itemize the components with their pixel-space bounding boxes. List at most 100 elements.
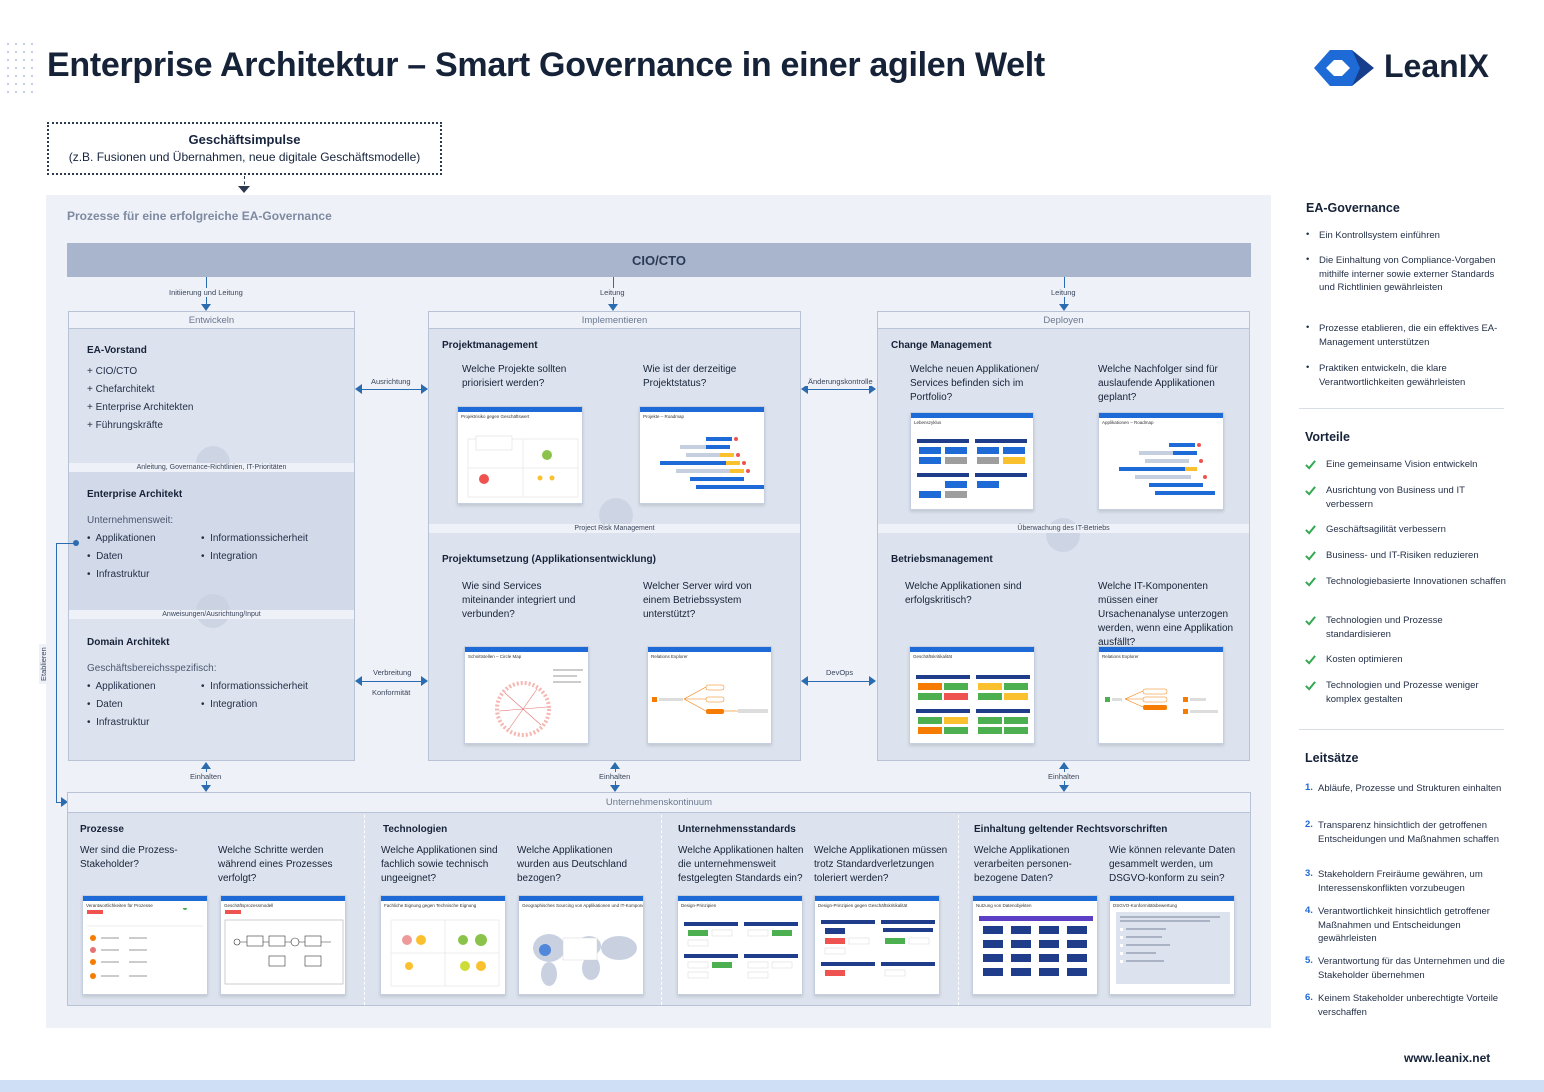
question: Welche Schritte werden während eines Pro… xyxy=(218,845,333,884)
list-item: • Informationssicherheit xyxy=(201,533,308,544)
separator-label: Project Risk Management xyxy=(429,524,800,533)
column-head: Unternehmenskontinuum xyxy=(68,793,1250,813)
lead-label: Leitung xyxy=(597,288,628,297)
website-link[interactable]: www.leanix.net xyxy=(1404,1051,1491,1065)
screenshot-relations-explorer[interactable]: Relations Explorer xyxy=(1098,646,1224,744)
screenshot-design-principles[interactable]: Design-Prinzipien xyxy=(677,895,803,995)
question: Welche Nachfolger sind für auslaufende A… xyxy=(1098,364,1218,403)
screenshot-app-roadmap[interactable]: Applikationen – Roadmap xyxy=(1098,412,1224,510)
connector xyxy=(56,543,76,544)
connector xyxy=(357,389,427,390)
da-right-list: • Informationssicherheit • Integration xyxy=(201,678,308,714)
screenshot-process-responsibilities[interactable]: Verantwortlichkeiten für Prozesse xyxy=(82,895,208,995)
screenshot-relations-explorer[interactable]: Relations Explorer xyxy=(647,646,772,744)
checkmark-icon xyxy=(1305,681,1316,691)
question: Wie sind Services miteinander integriert… xyxy=(462,581,576,620)
bpmn-thumbnail xyxy=(224,910,344,985)
roadmap-thumbnail xyxy=(1119,443,1215,495)
circle-map-thumbnail xyxy=(495,669,583,737)
connector-label: Änderungskontrolle xyxy=(805,377,876,386)
screenshot-circle-map[interactable]: Schnittstellen – Circle Map xyxy=(464,646,589,744)
responsibilities-thumbnail xyxy=(87,908,203,979)
list-item: • Integration xyxy=(201,699,258,710)
arrow-down-icon xyxy=(608,304,618,311)
gdpr-form-thumbnail xyxy=(1116,912,1230,984)
impulse-connector xyxy=(244,176,245,190)
screenshot-data-objects[interactable]: Nutzung von Datenobjekten xyxy=(972,895,1098,995)
list-number: 2. xyxy=(1305,819,1313,830)
checkmark-icon xyxy=(1305,616,1316,626)
arrow-down-icon xyxy=(610,785,620,792)
sidebar-item: Abläufe, Prozesse und Strukturen einhalt… xyxy=(1318,783,1502,794)
screenshot-process-model[interactable]: Geschäftsprozessmodell xyxy=(220,895,346,995)
sidebar-item: Technologiebasierte Innovationen schaffe… xyxy=(1326,576,1506,587)
divider xyxy=(661,815,662,1005)
question: Wer sind die Prozess-Stakeholder? xyxy=(80,845,178,870)
screenshot-project-risk[interactable]: Projektrisiko gegen Geschäftswert xyxy=(457,406,583,504)
connector-label: Einhalten xyxy=(187,772,225,781)
connector xyxy=(56,802,64,803)
enterprise-continuum: Unternehmenskontinuum Prozesse Wer sind … xyxy=(67,792,1251,1006)
screenshot-principles-criticality[interactable]: Design-Prinzipien gegen Geschäftskritika… xyxy=(814,895,940,995)
arrow-right-icon xyxy=(421,676,428,686)
sidebar-item: Praktiken entwickeln, die klare Verantwo… xyxy=(1319,363,1466,388)
sidebar-heading: EA-Governance xyxy=(1306,201,1400,215)
arrow-down-icon xyxy=(201,785,211,792)
screenshot-gdpr-assessment[interactable]: DSGVO-Konformitätsbewertung xyxy=(1109,895,1235,995)
principles-criticality-thumbnail xyxy=(821,920,935,977)
divider xyxy=(1299,729,1504,730)
arrow-right-icon xyxy=(869,384,876,394)
arrow-right-icon xyxy=(869,676,876,686)
column-implementieren: Implementieren Projektmanagement Welche … xyxy=(428,311,801,761)
sidebar-item: Stakeholdern Freiräume gewähren, um Inte… xyxy=(1318,869,1483,894)
screenshot-project-roadmap[interactable]: Projekte – Roadmap xyxy=(639,406,765,504)
list-item: • Integration xyxy=(201,551,258,562)
screenshot-title: Relations Explorer xyxy=(1102,654,1139,659)
separator-label: Anweisungen/Ausrichtung/Input xyxy=(69,610,354,619)
column-head: Implementieren xyxy=(429,312,800,329)
bullet-icon: • xyxy=(1306,362,1310,373)
screenshot-title: Design-Prinzipien xyxy=(681,903,717,908)
checkmark-icon xyxy=(1305,655,1316,665)
screenshot-title: Lebenszyklus xyxy=(914,420,942,425)
sidebar-item: Prozesse etablieren, die ein effektives … xyxy=(1319,323,1498,348)
question: Welche Applikationen halten die unterneh… xyxy=(678,845,804,884)
data-objects-thumbnail xyxy=(979,916,1093,976)
column-head: Entwickeln xyxy=(69,312,354,329)
sidebar-item: Transparenz hinsichtlich der getroffenen… xyxy=(1318,820,1499,845)
cio-cto-bar: CIO/CTO xyxy=(67,243,1251,277)
divider xyxy=(1299,408,1504,409)
arrow-left-icon xyxy=(801,384,808,394)
screenshot-business-criticality[interactable]: Geschäftskritikalität xyxy=(909,646,1035,744)
arrow-down-icon xyxy=(201,304,211,311)
relations-thumbnail xyxy=(652,684,768,714)
leanix-logo[interactable]: LeanIX xyxy=(1312,46,1502,90)
screenshot-lifecycle[interactable]: Lebenszyklus xyxy=(910,412,1034,510)
list-number: 5. xyxy=(1305,955,1313,966)
process-area-title: Prozesse für eine erfolgreiche EA-Govern… xyxy=(67,209,332,223)
decorative-dots xyxy=(4,40,34,96)
arrow-right-icon xyxy=(421,384,428,394)
betriebsmanagement-title: Betriebsmanagement xyxy=(891,554,993,565)
relations-thumbnail xyxy=(1105,688,1218,714)
screenshot-geo-sourcing[interactable]: Geographisches Sourcing von Applikatione… xyxy=(518,895,644,995)
question: Wie können relevante Daten gesammelt wer… xyxy=(1109,845,1236,884)
world-map-thumbnail xyxy=(533,934,637,986)
domain-architekt-title: Domain Architekt xyxy=(87,637,170,648)
column-entwickeln: Entwickeln EA-Vorstand + CIO/CTO + Chefa… xyxy=(68,311,355,761)
roadmap-thumbnail xyxy=(660,437,764,489)
list-item: • Infrastruktur xyxy=(87,717,150,728)
sidebar-item: Geschäftsagilität verbessern xyxy=(1326,524,1446,535)
connector xyxy=(357,681,427,682)
scope-label: Unternehmensweit: xyxy=(87,515,174,526)
sidebar-item: Ein Kontrollsystem einführen xyxy=(1319,230,1440,241)
connector xyxy=(803,681,875,682)
impulse-title: Geschäftsimpulse xyxy=(188,132,301,147)
arrow-up-icon xyxy=(1059,762,1069,769)
sidebar-item: Verantwortlichkeit hinsichtlich getroffe… xyxy=(1318,906,1490,944)
connector xyxy=(56,543,57,802)
fit-matrix-thumbnail xyxy=(390,919,500,987)
sidebar-item: Eine gemeinsame Vision entwickeln xyxy=(1326,459,1478,470)
sidebar-item: Technologien und Prozesse weniger komple… xyxy=(1326,680,1479,705)
screenshot-fit-matrix[interactable]: Fachliche Eignung gegen Technische Eignu… xyxy=(380,895,506,995)
